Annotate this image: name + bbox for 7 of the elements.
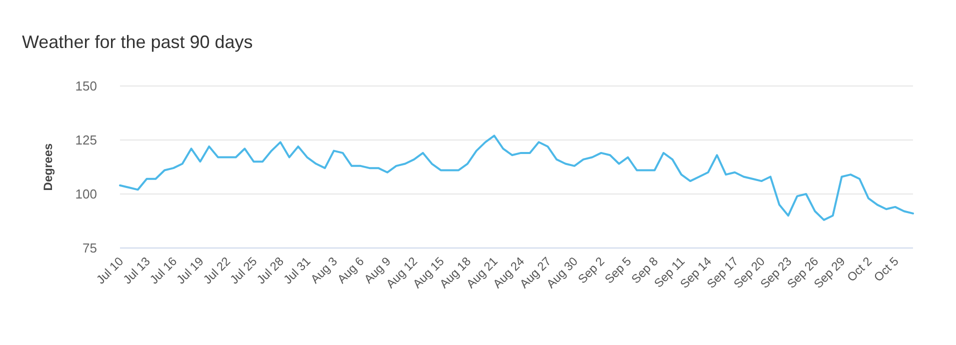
y-tick-label: 100 bbox=[75, 186, 97, 202]
y-axis-title: Degrees bbox=[41, 143, 55, 191]
y-tick-label: 150 bbox=[75, 78, 97, 94]
y-tick-label: 125 bbox=[75, 132, 97, 148]
line-series bbox=[119, 134, 914, 221]
chart-title: Weather for the past 90 days bbox=[22, 32, 253, 52]
y-tick-label: 75 bbox=[82, 240, 97, 256]
